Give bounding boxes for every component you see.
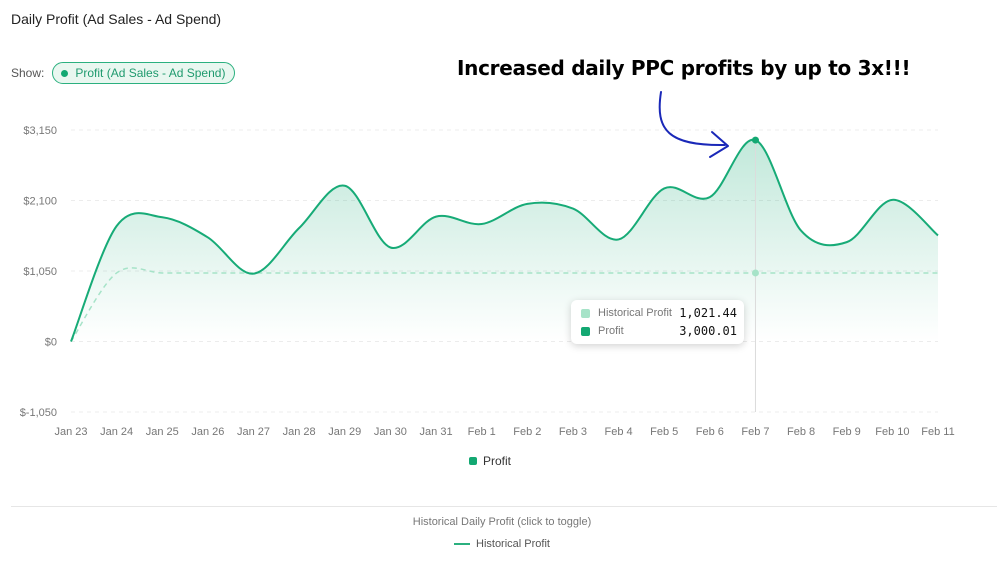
chart-tooltip: Historical Profit 1,021.44 Profit 3,000.… [571,300,744,344]
x-tick-label: Feb 3 [559,426,587,438]
x-tick-label: Jan 24 [100,426,133,438]
line-swatch-icon [454,543,470,545]
x-tick-label: Feb 10 [875,426,909,438]
historical-legend-label: Historical Profit [476,538,550,550]
profit-line[interactable] [70,139,939,342]
dot-icon [61,69,69,77]
tooltip-row-profit: Profit 3,000.01 [581,324,737,338]
tooltip-series-name: Profit [598,325,624,337]
x-tick-label: Feb 7 [741,426,769,438]
historical-highlight-point[interactable] [751,269,759,277]
chart-title: Daily Profit (Ad Sales - Ad Spend) [11,11,222,27]
x-axis-ticks: Jan 23 Jan 24 Jan 25 Jan 26 Jan 27 Jan 28 Jan … [54,426,954,438]
profit-legend-swatch-icon [469,457,477,465]
historical-profit-toggle[interactable]: Historical Profit [454,538,550,550]
historical-swatch-icon [581,308,590,318]
series-filter: Show: Profit (Ad Sales - Ad Spend) [11,62,236,84]
annotation-arrow-icon [658,91,729,158]
x-tick-label: Feb 2 [513,426,541,438]
y-tick-label: $2,100 [23,196,57,208]
y-axis-ticks: $3,150 $2,100 $1,050 $0 $-1,050 [20,125,57,419]
y-tick-label: $0 [45,337,57,349]
profit-swatch-icon [581,326,590,336]
x-tick-label: Feb 5 [650,426,678,438]
x-tick-label: Jan 23 [54,426,87,438]
y-tick-label: $-1,050 [20,407,57,419]
y-tick-label: $1,050 [23,266,57,278]
x-tick-label: Feb 6 [696,426,724,438]
divider [11,506,997,507]
x-tick-label: Jan 27 [237,426,270,438]
profit-filter-label: Profit (Ad Sales - Ad Spend) [75,66,226,80]
tooltip-series-name: Historical Profit [598,307,672,319]
x-tick-label: Jan 30 [374,426,407,438]
y-tick-label: $3,150 [23,125,57,137]
legend-label-profit: Profit [483,454,512,468]
x-tick-label: Jan 26 [191,426,224,438]
show-label: Show: [11,66,45,80]
x-tick-label: Feb 11 [921,426,954,438]
x-tick-label: Jan 29 [328,426,361,438]
x-tick-label: Jan 28 [283,426,316,438]
x-tick-label: Jan 31 [420,426,453,438]
profit-filter-pill[interactable]: Profit (Ad Sales - Ad Spend) [52,62,236,84]
tooltip-value: 3,000.01 [679,324,737,338]
tooltip-value: 1,021.44 [679,306,737,320]
x-tick-label: Feb 4 [605,426,633,438]
x-tick-label: Feb 1 [468,426,496,438]
tooltip-row-historical: Historical Profit 1,021.44 [581,306,737,320]
profit-area [71,139,938,342]
profit-highlight-point[interactable] [751,136,759,144]
historical-caption: Historical Daily Profit (click to toggle… [412,516,592,528]
annotation-text: Increased daily PPC profits by up to 3x!… [457,56,911,80]
x-tick-label: Jan 25 [146,426,179,438]
historical-profit-line[interactable] [70,267,938,342]
chart-legend[interactable]: Profit [469,454,511,468]
x-tick-label: Feb 8 [787,426,815,438]
x-tick-label: Feb 9 [833,426,861,438]
